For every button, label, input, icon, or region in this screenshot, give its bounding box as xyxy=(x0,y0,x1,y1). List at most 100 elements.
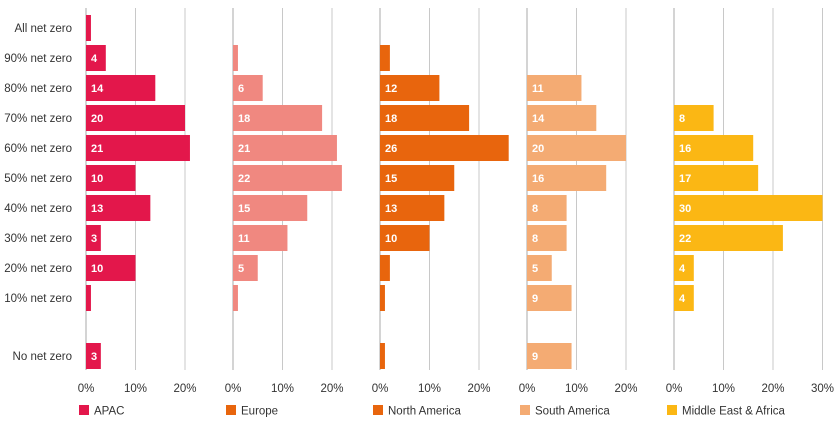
category-label-no-net-zero: No net zero xyxy=(13,351,72,363)
bar-middle-east-africa-40-net-zero xyxy=(674,195,823,221)
data-label-apac-no-net-zero: 3 xyxy=(91,351,97,363)
data-label-middle-east-africa-10-net-zero: 4 xyxy=(679,293,686,305)
data-label-north-america-70-net-zero: 18 xyxy=(385,113,397,125)
data-label-middle-east-africa-40-net-zero: 30 xyxy=(679,203,691,215)
bar-north-america-10-net-zero xyxy=(380,285,385,311)
bar-middle-east-africa-60-net-zero xyxy=(674,135,754,161)
tick-label-middle-east-africa-2: 20% xyxy=(761,383,784,395)
data-label-middle-east-africa-30-net-zero: 22 xyxy=(679,233,691,245)
tick-label-apac-1: 10% xyxy=(124,383,147,395)
tick-label-middle-east-africa-0: 0% xyxy=(666,383,683,395)
data-label-apac-40-net-zero: 13 xyxy=(91,203,103,215)
data-label-europe-40-net-zero: 15 xyxy=(238,203,250,215)
legend-label-europe: Europe xyxy=(241,406,278,418)
data-label-middle-east-africa-60-net-zero: 16 xyxy=(679,143,691,155)
category-label-30-net-zero: 30% net zero xyxy=(4,233,72,245)
data-label-apac-20-net-zero: 10 xyxy=(91,263,103,275)
bar-north-america-70-net-zero xyxy=(380,105,470,131)
data-label-north-america-40-net-zero: 13 xyxy=(385,203,397,215)
bar-north-america-no-net-zero xyxy=(380,343,385,369)
legend-label-north-america: North America xyxy=(388,406,461,418)
category-label-50-net-zero: 50% net zero xyxy=(4,173,72,185)
bar-apac-70-net-zero xyxy=(86,105,185,131)
category-label-40-net-zero: 40% net zero xyxy=(4,203,72,215)
bar-north-america-60-net-zero xyxy=(380,135,509,161)
bar-europe-60-net-zero xyxy=(233,135,337,161)
bar-europe-10-net-zero xyxy=(233,285,238,311)
legend-swatch-north-america xyxy=(373,405,383,415)
tick-label-europe-1: 10% xyxy=(271,383,294,395)
legend-swatch-apac xyxy=(79,405,89,415)
data-label-europe-20-net-zero: 5 xyxy=(238,263,244,275)
category-label-70-net-zero: 70% net zero xyxy=(4,113,72,125)
data-label-europe-80-net-zero: 6 xyxy=(238,83,244,95)
data-label-south-america-30-net-zero: 8 xyxy=(532,233,538,245)
data-label-apac-70-net-zero: 20 xyxy=(91,113,103,125)
data-label-south-america-80-net-zero: 11 xyxy=(532,83,544,95)
bar-middle-east-africa-20-net-zero xyxy=(674,255,694,281)
bar-south-america-no-net-zero xyxy=(527,343,572,369)
bar-europe-70-net-zero xyxy=(233,105,323,131)
data-label-middle-east-africa-70-net-zero: 8 xyxy=(679,113,685,125)
bar-north-america-90-net-zero xyxy=(380,45,390,71)
bar-apac-60-net-zero xyxy=(86,135,190,161)
category-label-60-net-zero: 60% net zero xyxy=(4,143,72,155)
bar-europe-30-net-zero xyxy=(233,225,288,251)
data-label-europe-50-net-zero: 22 xyxy=(238,173,250,185)
data-label-apac-60-net-zero: 21 xyxy=(91,143,103,155)
tick-label-north-america-0: 0% xyxy=(372,383,389,395)
data-label-north-america-30-net-zero: 10 xyxy=(385,233,397,245)
legend-label-apac: APAC xyxy=(94,406,124,418)
category-label-20-net-zero: 20% net zero xyxy=(4,263,72,275)
bar-middle-east-africa-10-net-zero xyxy=(674,285,694,311)
data-label-north-america-60-net-zero: 26 xyxy=(385,143,397,155)
data-label-middle-east-africa-50-net-zero: 17 xyxy=(679,173,691,185)
bar-apac-90-net-zero xyxy=(86,45,106,71)
data-label-europe-60-net-zero: 21 xyxy=(238,143,250,155)
bar-north-america-30-net-zero xyxy=(380,225,430,251)
bar-europe-90-net-zero xyxy=(233,45,238,71)
tick-label-middle-east-africa-1: 10% xyxy=(712,383,735,395)
bar-north-america-40-net-zero xyxy=(380,195,445,221)
bar-south-america-30-net-zero xyxy=(527,225,567,251)
bar-europe-40-net-zero xyxy=(233,195,308,221)
tick-label-europe-0: 0% xyxy=(225,383,242,395)
category-label-all-net-zero: All net zero xyxy=(14,23,72,35)
data-label-apac-80-net-zero: 14 xyxy=(91,83,104,95)
data-label-north-america-50-net-zero: 15 xyxy=(385,173,397,185)
data-label-south-america-10-net-zero: 9 xyxy=(532,293,538,305)
legend-label-south-america: South America xyxy=(535,406,610,418)
bar-middle-east-africa-70-net-zero xyxy=(674,105,714,131)
bar-south-america-20-net-zero xyxy=(527,255,552,281)
bar-middle-east-africa-50-net-zero xyxy=(674,165,759,191)
tick-label-south-america-0: 0% xyxy=(519,383,536,395)
data-label-middle-east-africa-20-net-zero: 4 xyxy=(679,263,686,275)
tick-label-north-america-2: 20% xyxy=(467,383,490,395)
bar-apac-50-net-zero xyxy=(86,165,136,191)
tick-label-middle-east-africa-3: 30% xyxy=(811,383,834,395)
bar-europe-80-net-zero xyxy=(233,75,263,101)
category-label-80-net-zero: 80% net zero xyxy=(4,83,72,95)
bar-apac-no-net-zero xyxy=(86,343,101,369)
data-label-south-america-20-net-zero: 5 xyxy=(532,263,538,275)
data-label-europe-70-net-zero: 18 xyxy=(238,113,250,125)
legend-swatch-middle-east-africa xyxy=(667,405,677,415)
tick-label-europe-2: 20% xyxy=(320,383,343,395)
bar-apac-20-net-zero xyxy=(86,255,136,281)
bar-north-america-50-net-zero xyxy=(380,165,455,191)
bar-south-america-50-net-zero xyxy=(527,165,607,191)
category-label-10-net-zero: 10% net zero xyxy=(4,293,72,305)
bar-apac-40-net-zero xyxy=(86,195,151,221)
bar-middle-east-africa-30-net-zero xyxy=(674,225,783,251)
bar-north-america-80-net-zero xyxy=(380,75,440,101)
data-label-apac-50-net-zero: 10 xyxy=(91,173,103,185)
bar-apac-30-net-zero xyxy=(86,225,101,251)
bar-south-america-40-net-zero xyxy=(527,195,567,221)
data-label-south-america-60-net-zero: 20 xyxy=(532,143,544,155)
bar-north-america-20-net-zero xyxy=(380,255,390,281)
tick-label-apac-2: 20% xyxy=(173,383,196,395)
tick-label-south-america-2: 20% xyxy=(614,383,637,395)
tick-label-south-america-1: 10% xyxy=(565,383,588,395)
data-label-apac-90-net-zero: 4 xyxy=(91,53,98,65)
bar-apac-all-net-zero xyxy=(86,15,91,41)
